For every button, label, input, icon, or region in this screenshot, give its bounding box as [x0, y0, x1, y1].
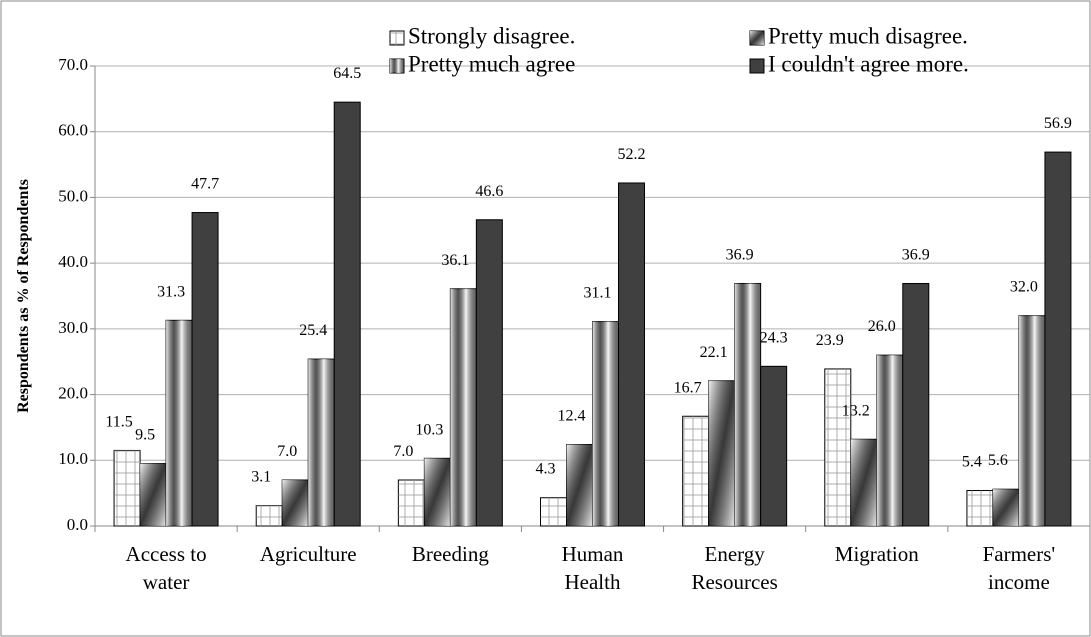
value-label: 7.0 [393, 443, 413, 460]
bar [902, 283, 930, 527]
value-label: 36.9 [726, 247, 754, 264]
value-label: 24.3 [760, 329, 788, 346]
legend-swatch [749, 58, 765, 74]
legend-label: Pretty much agree [408, 51, 575, 76]
bar [824, 368, 852, 527]
legend-swatch-pattern [750, 31, 764, 45]
value-label: 16.7 [674, 379, 702, 396]
bar [540, 497, 567, 527]
legend-label: Strongly disagree. [408, 23, 575, 48]
bar [618, 182, 645, 527]
x-tick-label: Human Health [562, 542, 624, 594]
value-label: 36.9 [902, 247, 930, 264]
y-tick-label: 10.0 [58, 449, 88, 468]
value-label: 10.3 [415, 421, 443, 438]
y-axis-label: Respondents as % of Respondents [15, 179, 32, 413]
value-label: 56.9 [1044, 115, 1072, 132]
value-label: 9.5 [135, 427, 155, 444]
x-tick-label: Farmers' income [983, 542, 1056, 594]
bar [592, 321, 619, 527]
value-label: 47.7 [191, 176, 219, 193]
bar [734, 283, 762, 527]
x-tick-label: Agriculture [260, 542, 357, 566]
value-label: 36.1 [441, 252, 469, 269]
value-label: 7.0 [277, 443, 297, 460]
y-tick-label: 0.0 [67, 515, 88, 534]
value-label: 12.4 [558, 408, 586, 425]
y-tick-label: 70.0 [58, 55, 88, 74]
bar [397, 479, 425, 527]
bar [966, 490, 994, 527]
bar [281, 479, 309, 527]
value-label: 3.1 [251, 469, 271, 486]
bar [113, 449, 141, 527]
value-label: 5.4 [962, 454, 982, 471]
x-tick-label: Access to water [126, 542, 207, 594]
legend-label: Pretty much disagree. [768, 23, 968, 48]
bar [566, 444, 593, 527]
bar [475, 219, 503, 527]
bar [1018, 315, 1046, 527]
legend-swatch-pattern [390, 59, 404, 73]
y-tick-label: 60.0 [58, 121, 88, 140]
bar [307, 358, 335, 527]
value-label: 5.6 [988, 452, 1008, 469]
bar [423, 457, 451, 527]
value-label: 13.2 [842, 402, 870, 419]
bar [139, 463, 167, 527]
bar [682, 415, 710, 527]
bar [255, 505, 283, 527]
value-label: 25.4 [299, 322, 327, 339]
bar [850, 438, 878, 527]
bar [333, 101, 361, 527]
bar [992, 488, 1020, 527]
value-label: 4.3 [536, 461, 556, 478]
value-label: 31.1 [584, 285, 612, 302]
y-tick-label: 50.0 [58, 186, 88, 205]
y-tick-label: 30.0 [58, 318, 88, 337]
y-tick-label: 40.0 [58, 252, 88, 271]
value-label: 31.3 [157, 283, 185, 300]
x-tick-label: Breeding [412, 542, 489, 566]
legend-label: I couldn't agree more. [768, 51, 969, 76]
value-label: 52.2 [618, 146, 646, 163]
bar [191, 212, 219, 527]
bar [449, 288, 477, 527]
bar [165, 319, 193, 527]
value-label: 32.0 [1010, 279, 1038, 296]
bar [708, 380, 736, 527]
value-label: 23.9 [816, 332, 844, 349]
x-tick-label: Migration [835, 542, 919, 566]
legend-swatch-pattern [390, 31, 404, 45]
y-tick-label: 20.0 [58, 383, 88, 402]
value-label: 26.0 [868, 318, 896, 335]
bar [1044, 151, 1072, 527]
bar [876, 354, 904, 527]
value-label: 11.5 [105, 413, 132, 430]
value-label: 64.5 [333, 65, 361, 82]
x-tick-label: Energy Resources [691, 542, 777, 594]
value-label: 22.1 [700, 344, 728, 361]
bar [760, 365, 788, 527]
value-label: 46.6 [475, 183, 503, 200]
